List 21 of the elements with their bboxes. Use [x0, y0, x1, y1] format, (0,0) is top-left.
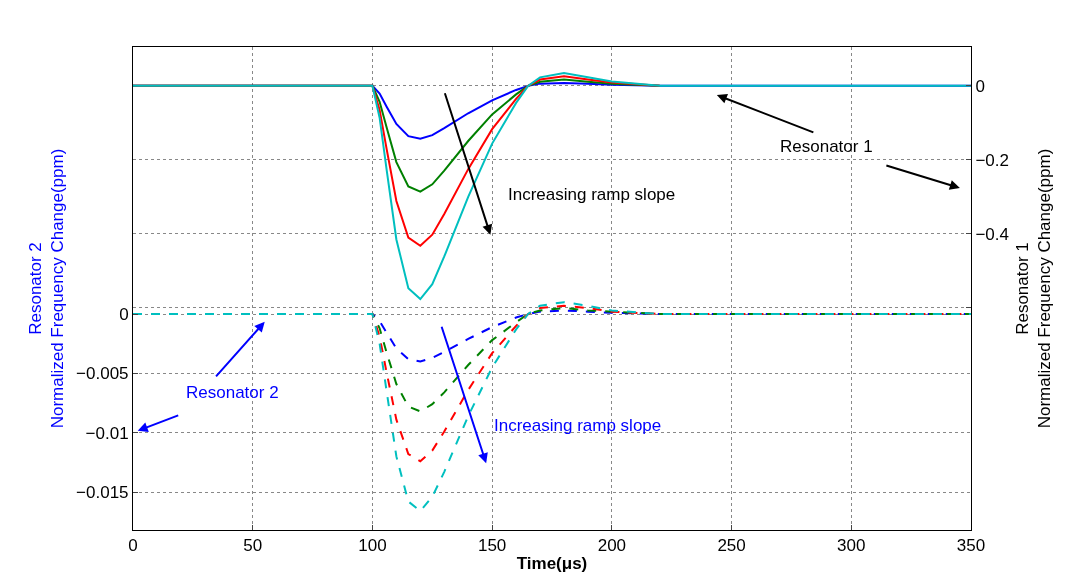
- x-tick-label: 50: [243, 536, 263, 556]
- annotation: Increasing ramp slope: [508, 185, 676, 204]
- x-tick-label: 250: [717, 536, 746, 556]
- x-axis-title: Time(μs): [516, 553, 588, 573]
- y-tick-label: −0.015: [76, 482, 129, 502]
- y2-tick-label: −0.2: [975, 150, 1009, 170]
- annotation: Increasing ramp slope: [494, 416, 662, 435]
- y2-axis-title: Resonator 1 Normalized Frequency Change(ppm): [1013, 148, 1055, 429]
- x-tick-label: 200: [597, 536, 627, 556]
- y2-tick-label: 0: [975, 76, 985, 96]
- annotation: Resonator 1: [780, 137, 873, 156]
- x-tick-label: 350: [956, 536, 986, 556]
- x-tick-label: 300: [837, 536, 866, 556]
- y-tick-label: −0.005: [76, 364, 129, 384]
- y-axis-title: Resonator 2 Normalized Frequency Change(ppm): [25, 148, 67, 429]
- annotation: Resonator 2: [186, 383, 279, 402]
- x-tick-label: 100: [358, 536, 387, 556]
- y2-tick-label: −0.4: [975, 224, 1009, 244]
- y-tick-label: 0: [119, 304, 129, 324]
- x-tick-label: 150: [477, 536, 507, 556]
- y-tick-label: −0.01: [85, 423, 129, 443]
